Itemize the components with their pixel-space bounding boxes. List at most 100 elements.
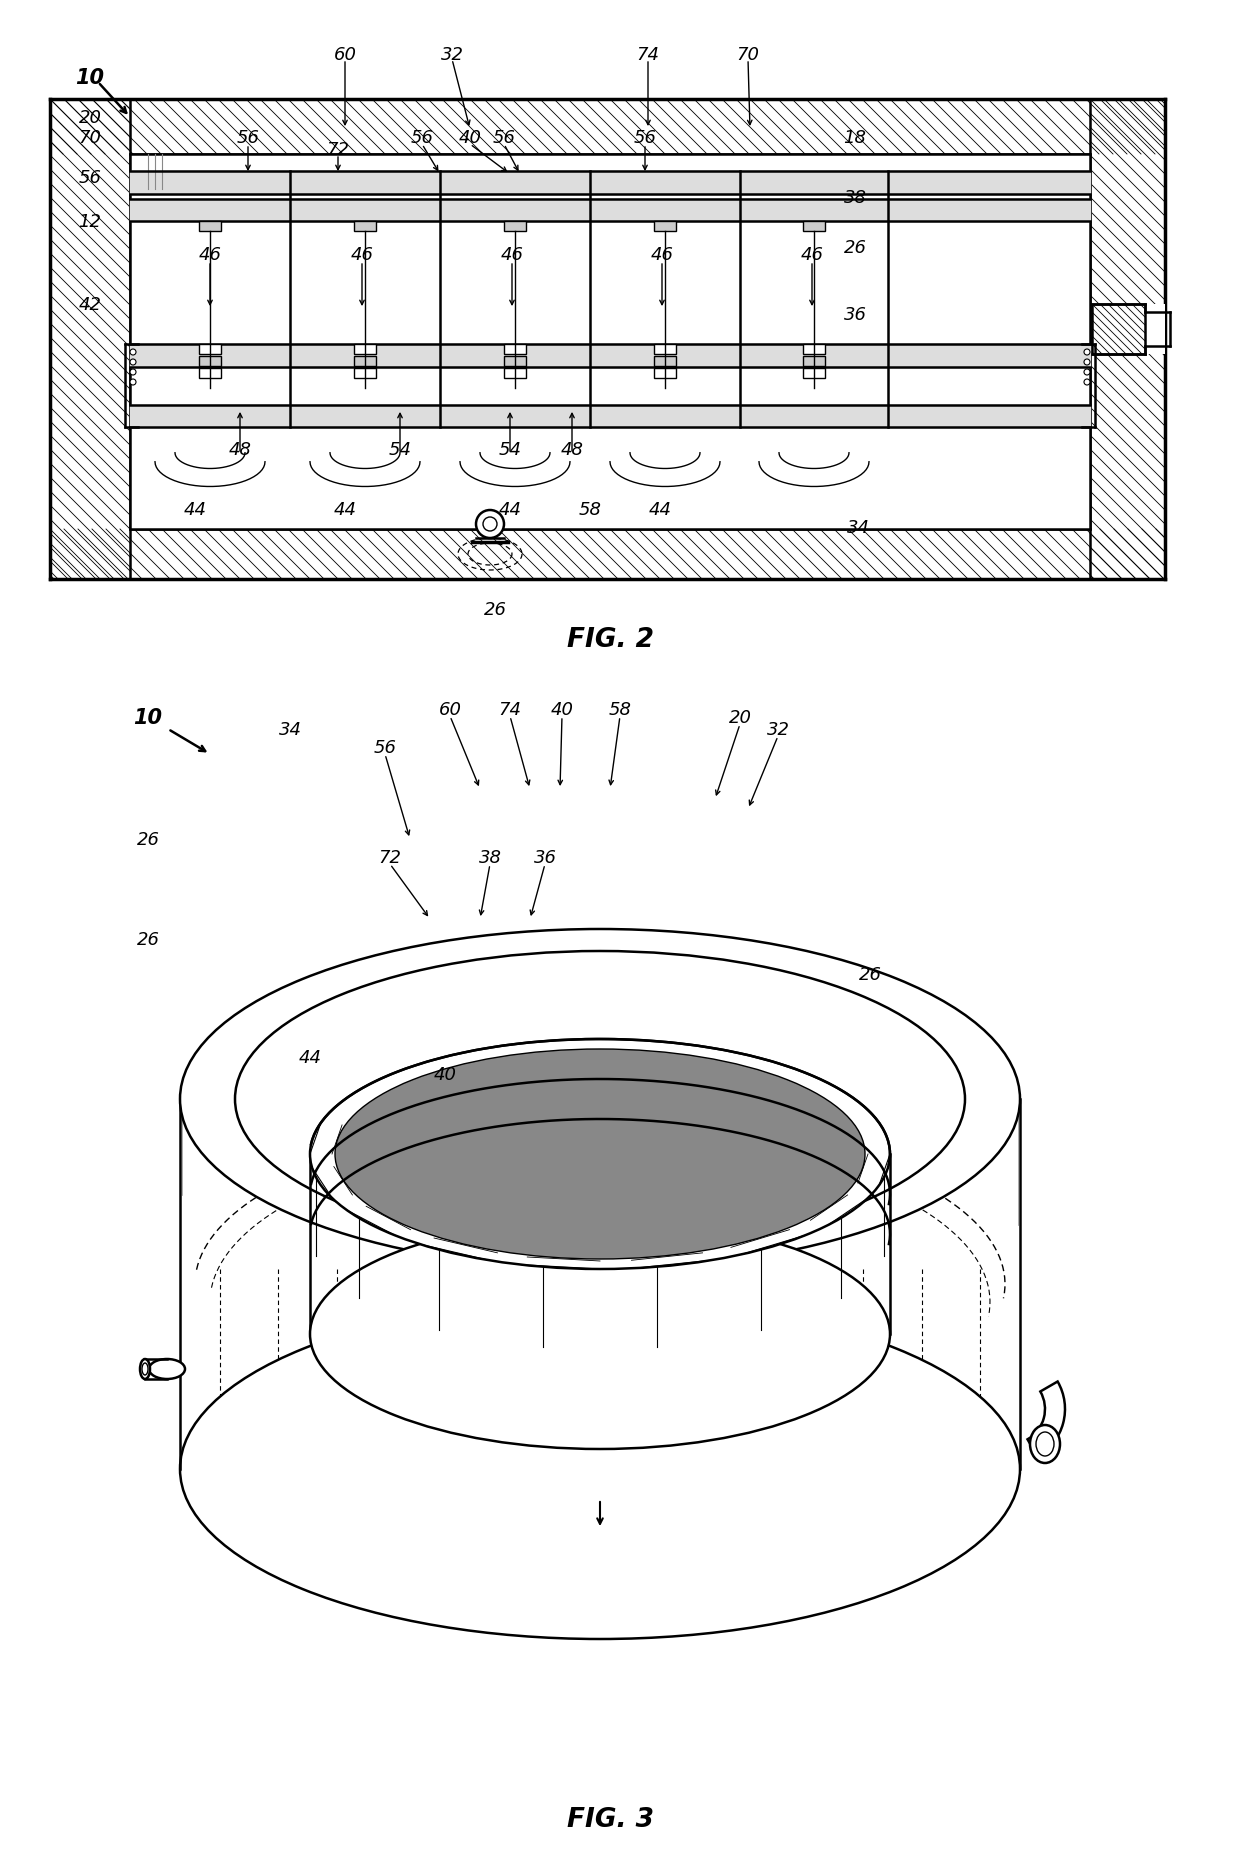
Text: 46: 46 <box>501 247 523 263</box>
Bar <box>198 369 221 378</box>
Bar <box>503 356 526 367</box>
Text: 26: 26 <box>484 601 506 620</box>
Text: 74: 74 <box>498 701 522 718</box>
Text: FIG. 3: FIG. 3 <box>567 1807 653 1833</box>
Bar <box>804 369 825 378</box>
Bar <box>50 100 1166 156</box>
Bar <box>653 345 676 354</box>
Text: 40: 40 <box>434 1065 456 1083</box>
Text: 70: 70 <box>737 46 759 63</box>
Text: 46: 46 <box>351 247 373 263</box>
Text: 38: 38 <box>843 189 867 208</box>
Ellipse shape <box>310 1219 890 1449</box>
Text: 34: 34 <box>279 720 301 738</box>
Text: 12: 12 <box>78 213 102 230</box>
Circle shape <box>130 369 136 377</box>
Ellipse shape <box>236 952 965 1247</box>
Bar <box>130 156 1090 531</box>
Circle shape <box>130 351 136 356</box>
Text: 20: 20 <box>729 709 751 727</box>
Text: 26: 26 <box>843 239 867 256</box>
Ellipse shape <box>140 1360 150 1380</box>
Bar <box>50 531 1166 579</box>
Bar <box>653 356 676 367</box>
Text: 48: 48 <box>560 441 584 458</box>
Text: 74: 74 <box>636 46 660 63</box>
Text: 44: 44 <box>649 501 672 519</box>
Text: 56: 56 <box>410 130 434 147</box>
Ellipse shape <box>180 1298 1021 1640</box>
Text: 36: 36 <box>533 848 557 866</box>
Text: 56: 56 <box>492 130 516 147</box>
Wedge shape <box>1028 1382 1065 1456</box>
Text: 72: 72 <box>378 848 402 866</box>
Text: 26: 26 <box>858 965 882 983</box>
Text: 38: 38 <box>479 848 501 866</box>
Bar <box>1092 304 1166 354</box>
Text: 26: 26 <box>136 931 160 948</box>
Text: 44: 44 <box>299 1048 321 1067</box>
Text: 36: 36 <box>843 306 867 325</box>
Circle shape <box>1084 369 1090 377</box>
Text: 32: 32 <box>440 46 464 63</box>
Text: 32: 32 <box>766 720 790 738</box>
Text: 34: 34 <box>847 519 869 536</box>
Bar <box>653 369 676 378</box>
Text: 70: 70 <box>78 130 102 147</box>
Circle shape <box>1084 351 1090 356</box>
Ellipse shape <box>1030 1425 1060 1464</box>
Text: 44: 44 <box>184 501 207 519</box>
Text: 56: 56 <box>237 130 259 147</box>
Bar <box>353 345 376 354</box>
Bar <box>353 369 376 378</box>
Text: 46: 46 <box>801 247 823 263</box>
Bar <box>804 345 825 354</box>
Text: 58: 58 <box>609 701 631 718</box>
Text: 42: 42 <box>78 295 102 313</box>
Text: 46: 46 <box>651 247 673 263</box>
Text: 60: 60 <box>334 46 357 63</box>
Circle shape <box>130 380 136 386</box>
Text: 48: 48 <box>228 441 252 458</box>
Circle shape <box>476 510 503 538</box>
Text: 40: 40 <box>551 701 574 718</box>
Bar <box>198 356 221 367</box>
Ellipse shape <box>180 929 1021 1269</box>
Ellipse shape <box>310 1039 890 1269</box>
Text: 56: 56 <box>634 130 656 147</box>
Bar <box>804 223 825 232</box>
Bar <box>50 100 130 579</box>
Bar <box>503 345 526 354</box>
Text: 40: 40 <box>459 130 481 147</box>
Bar <box>1090 100 1166 579</box>
Text: 72: 72 <box>326 141 350 160</box>
Text: FIG. 2: FIG. 2 <box>567 627 653 653</box>
Ellipse shape <box>335 1050 866 1260</box>
Text: 54: 54 <box>498 441 522 458</box>
Text: 10: 10 <box>134 707 162 727</box>
Bar <box>503 223 526 232</box>
Text: 44: 44 <box>498 501 522 519</box>
Bar <box>653 223 676 232</box>
Text: 10: 10 <box>76 69 104 87</box>
Bar <box>198 223 221 232</box>
Text: 44: 44 <box>334 501 357 519</box>
Bar <box>198 345 221 354</box>
Text: 18: 18 <box>843 130 867 147</box>
Circle shape <box>1084 380 1090 386</box>
Ellipse shape <box>149 1360 185 1380</box>
Text: 54: 54 <box>388 441 412 458</box>
Text: 20: 20 <box>78 109 102 126</box>
Text: 56: 56 <box>78 169 102 187</box>
Bar <box>353 223 376 232</box>
Text: 60: 60 <box>439 701 461 718</box>
Bar <box>804 356 825 367</box>
Text: 56: 56 <box>373 738 397 757</box>
Text: 58: 58 <box>579 501 601 519</box>
Bar <box>353 356 376 367</box>
Text: 46: 46 <box>198 247 222 263</box>
Bar <box>503 369 526 378</box>
Circle shape <box>130 360 136 365</box>
Bar <box>1092 304 1145 354</box>
Circle shape <box>1084 360 1090 365</box>
